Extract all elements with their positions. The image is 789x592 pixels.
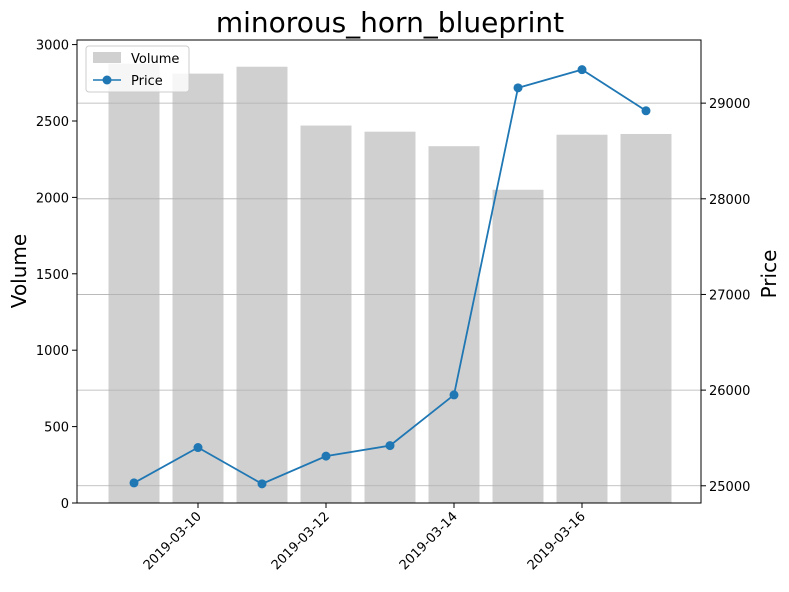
chart-title: minorous_horn_blueprint: [216, 6, 564, 39]
volume-bar: [108, 63, 160, 504]
price-point: [321, 451, 331, 461]
x-tick-label: 2019-03-12: [269, 509, 333, 573]
price-point: [641, 106, 651, 116]
volume-bar: [300, 125, 352, 503]
plot-frame: [76, 39, 702, 504]
left-tick-label: 3000: [36, 39, 69, 54]
left-tick-label: 1500: [36, 268, 69, 283]
right-tick-label: 29000: [709, 97, 750, 112]
x-axis: 2019-03-10 2019-03-12 2019-03-14 2019-03-16: [141, 503, 589, 573]
right-tick-label: 27000: [709, 288, 750, 303]
y-axis-label: Volume: [7, 234, 31, 308]
legend-volume-swatch: [93, 52, 121, 63]
left-tick-label: 0: [61, 497, 69, 512]
legend-price-marker: [102, 75, 112, 85]
left-tick-label: 1000: [36, 344, 69, 359]
volume-bar: [620, 133, 672, 503]
left-tick-label: 2500: [36, 115, 69, 130]
volume-bar: [236, 66, 288, 504]
x-tick-label: 2019-03-14: [397, 509, 461, 573]
y2-axis-label: Price: [757, 250, 781, 299]
bars-layer: [77, 63, 701, 504]
price-point: [257, 479, 267, 489]
left-axis: 0 500 1000 1500 2000 2500 3000: [36, 39, 77, 512]
volume-bar: [492, 189, 544, 503]
price-point: [385, 441, 395, 451]
line-layer: [129, 65, 651, 489]
price-point: [129, 478, 139, 488]
left-tick-label: 500: [44, 421, 69, 436]
x-tick-label: 2019-03-10: [141, 509, 205, 573]
price-point: [577, 65, 587, 75]
right-tick-label: 26000: [709, 384, 750, 399]
right-tick-label: 25000: [709, 480, 750, 495]
price-point: [449, 390, 459, 400]
legend: Volume Price: [85, 45, 190, 93]
volume-bar: [556, 134, 608, 504]
price-point: [193, 443, 203, 453]
legend-volume-label: Volume: [131, 52, 179, 67]
right-tick-label: 28000: [709, 193, 750, 208]
x-tick-label: 2019-03-16: [525, 509, 589, 573]
right-axis: 25000 26000 27000 28000 29000: [701, 97, 750, 495]
volume-bar: [172, 73, 224, 504]
legend-price-label: Price: [131, 74, 163, 89]
price-point: [513, 83, 523, 93]
volume-bar: [428, 146, 480, 503]
left-tick-label: 2000: [36, 191, 69, 206]
